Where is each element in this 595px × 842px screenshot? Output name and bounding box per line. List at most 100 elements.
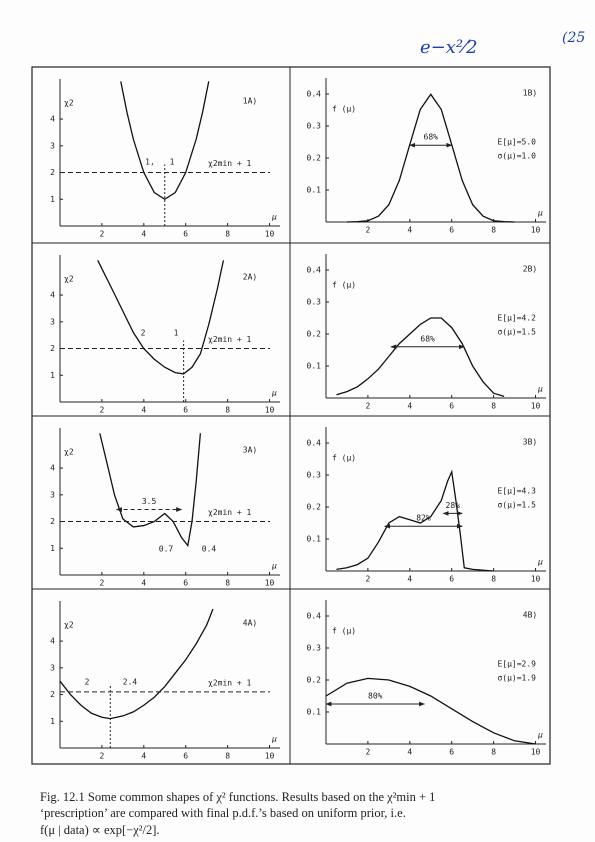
x-tick-label: 6 (449, 748, 454, 757)
x-tick-label: 2 (99, 579, 104, 588)
x-tick-label: 8 (225, 230, 230, 239)
x-tick-label: 10 (531, 575, 541, 584)
x-tick-label: 10 (265, 752, 275, 761)
x-tick-label: 10 (531, 402, 541, 411)
x-tick-label: 2 (99, 406, 104, 415)
x-tick-label: 2 (365, 575, 370, 584)
x-tick-label: 4 (141, 579, 146, 588)
panel-label: 1B) (523, 89, 537, 98)
x-tick-label: 10 (531, 748, 541, 757)
stat-label: σ(μ)=1.0 (497, 152, 536, 161)
stat-label: σ(μ)=1.5 (497, 328, 536, 337)
y-tick-label: 0.1 (307, 535, 322, 544)
x-axis-label: μ (271, 735, 277, 744)
handwriting: (25 (562, 30, 585, 46)
x-tick-label: 8 (491, 575, 496, 584)
y-axis-label: f (μ) (332, 281, 356, 290)
y-tick-label: 0.4 (307, 439, 322, 448)
y-tick-label: 1 (50, 371, 55, 380)
threshold-label: χ2min + 1 (208, 678, 252, 687)
x-tick-label: 4 (141, 752, 146, 761)
panel-label: 2B) (523, 265, 537, 274)
y-axis-label: χ2 (64, 621, 74, 630)
panel-label: 4A) (243, 619, 257, 628)
y-axis-label: χ2 (64, 275, 74, 284)
annotation: 1 (174, 329, 179, 338)
handwriting: e−x²⁄2 (420, 37, 478, 58)
panel-label: 3B) (523, 438, 537, 447)
x-tick-label: 10 (265, 579, 275, 588)
stat-label: E[μ]=4.3 (497, 487, 536, 496)
x-tick-label: 4 (407, 748, 412, 757)
y-tick-label: 4 (50, 637, 55, 646)
y-tick-label: 2 (50, 517, 55, 526)
threshold-label: χ2min + 1 (208, 159, 252, 168)
stat-label: σ(μ)=1.9 (497, 674, 536, 683)
y-tick-label: 1 (50, 544, 55, 553)
x-tick-label: 6 (183, 752, 188, 761)
x-tick-label: 2 (365, 226, 370, 235)
y-tick-label: 3 (50, 317, 55, 326)
y-tick-label: 0.3 (307, 471, 322, 480)
curve (59, 608, 214, 720)
caption-line: f(μ | data) ∝ exp[−χ²/2]. (40, 823, 160, 837)
interval-label: 28% (446, 501, 461, 510)
x-tick-label: 8 (491, 748, 496, 757)
y-tick-label: 0.4 (307, 612, 322, 621)
x-tick-label: 2 (99, 230, 104, 239)
curve (97, 260, 225, 375)
y-tick-label: 4 (50, 291, 55, 300)
y-tick-label: 4 (50, 115, 55, 124)
interval-label: 80% (368, 692, 383, 701)
x-tick-label: 4 (407, 402, 412, 411)
panel-label: 1A) (243, 97, 257, 106)
threshold-label: χ2min + 1 (208, 508, 252, 517)
y-tick-label: 0.2 (307, 676, 322, 685)
x-axis-label: μ (537, 209, 543, 218)
y-tick-label: 2 (50, 344, 55, 353)
y-tick-label: 2 (50, 690, 55, 699)
x-axis-label: μ (537, 558, 543, 567)
x-tick-label: 8 (225, 752, 230, 761)
x-tick-label: 6 (449, 226, 454, 235)
interval-label: 82% (416, 514, 431, 523)
y-axis-label: χ2 (64, 99, 74, 108)
x-axis-label: μ (271, 389, 277, 398)
y-tick-label: 0.1 (307, 362, 322, 371)
stat-label: σ(μ)=1.5 (497, 501, 536, 510)
stat-label: E[μ]=2.9 (497, 660, 536, 669)
y-tick-label: 0.1 (307, 186, 322, 195)
curve (346, 93, 515, 223)
y-axis-label: f (μ) (332, 454, 356, 463)
annotation: 2.4 (123, 678, 138, 687)
y-tick-label: 0.2 (307, 330, 322, 339)
annotation: 0.4 (202, 545, 217, 554)
y-axis-label: f (μ) (332, 627, 356, 636)
curve (99, 433, 202, 548)
x-tick-label: 4 (141, 230, 146, 239)
y-tick-label: 0.3 (307, 644, 322, 653)
y-tick-label: 0.3 (307, 298, 322, 307)
caption-line: Fig. 12.1 Some common shapes of χ² funct… (40, 790, 436, 804)
x-tick-label: 2 (99, 752, 104, 761)
y-tick-label: 0.4 (307, 90, 322, 99)
x-axis-label: μ (271, 562, 277, 571)
y-tick-label: 1 (50, 717, 55, 726)
y-tick-label: 4 (50, 464, 55, 473)
y-axis-label: f (μ) (332, 105, 356, 114)
threshold-label: χ2min + 1 (208, 335, 252, 344)
curve (336, 469, 494, 572)
y-tick-label: 0.1 (307, 708, 322, 717)
y-tick-label: 0.4 (307, 266, 322, 275)
x-tick-label: 10 (531, 226, 541, 235)
x-tick-label: 4 (407, 226, 412, 235)
y-axis-label: χ2 (64, 448, 74, 457)
y-tick-label: 0.2 (307, 503, 322, 512)
annotation: 0.7 (159, 545, 174, 554)
x-tick-label: 6 (183, 579, 188, 588)
annotation: 2 (85, 678, 90, 687)
interval-label: 68% (420, 334, 435, 343)
x-tick-label: 2 (365, 748, 370, 757)
